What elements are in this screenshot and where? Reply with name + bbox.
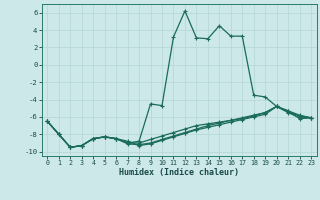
X-axis label: Humidex (Indice chaleur): Humidex (Indice chaleur): [119, 168, 239, 177]
